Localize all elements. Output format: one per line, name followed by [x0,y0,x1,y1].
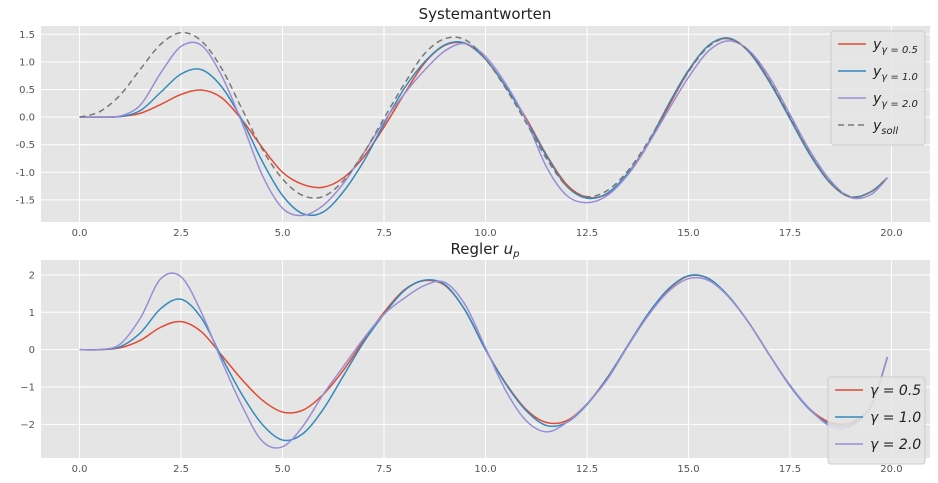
bottom-chart-series [79,272,889,449]
x-tick-label: 20.0 [880,228,902,239]
y-tick-label: 1.5 [19,30,35,41]
top-chart: Systemantworten 0.0 2.5 5.0 7.5 10.0 12.5 15.0… [15,5,930,239]
bottom-chart-title-var: u [504,240,514,258]
bottom-chart-title-sub: p [512,249,519,260]
x-tick-label: 2.5 [173,228,189,239]
y-tick-label: -0.5 [15,140,35,151]
y-tick-label: 0.0 [19,113,35,124]
y-tick-label: −1 [20,383,35,394]
y-tick-label: -1.0 [15,168,35,179]
x-tick-label: 12.5 [576,464,598,475]
y-tick-label: -1.5 [15,195,35,206]
x-tick-label: 5.0 [275,228,291,239]
x-tick-label: 7.5 [376,228,392,239]
y-tick-label: 0.5 [19,85,35,96]
x-tick-label: 0.0 [72,228,88,239]
bottom-chart-legend: γ = 0.5 γ = 1.0 γ = 2.0 [827,376,926,465]
x-tick-label: 20.0 [880,464,902,475]
legend-frame [827,376,926,465]
x-tick-label: 17.5 [779,464,801,475]
x-tick-label: 2.5 [173,464,189,475]
top-chart-x-ticks: 0.0 2.5 5.0 7.5 10.0 12.5 15.0 17.5 20.0 [72,228,903,239]
bottom-chart-x-ticks: 0.0 2.5 5.0 7.5 10.0 12.5 15.0 17.5 20.0 [72,464,903,475]
x-tick-label: 15.0 [677,464,699,475]
series-line-2 [79,40,888,217]
bottom-chart: Regler up 0.0 2.5 5.0 7.5 10.0 12.5 15.0 17.5 20.… [20,240,930,475]
legend-label: ysoll [872,118,898,137]
series-line-2 [79,272,889,449]
bottom-chart-title-main: Regler [451,240,500,258]
y-tick-label: −2 [20,420,35,431]
y-tick-label: 1 [29,308,35,319]
x-tick-label: 10.0 [474,464,496,475]
legend-label: yγ = 0.5 [872,37,918,56]
x-tick-label: 7.5 [376,464,392,475]
x-tick-label: 5.0 [275,464,291,475]
top-chart-grid [41,26,930,222]
top-chart-title: Systemantworten [419,5,552,23]
legend-label: yγ = 2.0 [872,91,918,110]
legend-label: γ = 0.5 [870,383,921,399]
top-chart-y-ticks: 1.5 1.0 0.5 0.0 -0.5 -1.0 -1.5 [15,30,35,207]
series-line-3 [79,31,888,199]
y-tick-label: 1.0 [19,57,35,68]
x-tick-label: 17.5 [779,228,801,239]
legend-label: yγ = 1.0 [872,64,918,83]
y-tick-label: 0 [29,345,35,356]
y-tick-label: 2 [29,270,35,281]
x-tick-label: 15.0 [677,228,699,239]
legend-frame [830,30,926,146]
bottom-chart-y-ticks: 2 1 0 −1 −2 [20,270,35,430]
legend-label: γ = 2.0 [870,437,921,453]
top-chart-series [79,31,888,217]
series-line-1 [79,37,888,217]
x-tick-label: 0.0 [72,464,88,475]
top-chart-legend: yγ = 0.5 yγ = 1.0 yγ = 2.0 ysoll [830,30,926,146]
legend-label: γ = 1.0 [870,410,921,426]
bottom-chart-title: Regler up [451,240,520,260]
x-tick-label: 12.5 [576,228,598,239]
x-tick-label: 10.0 [474,228,496,239]
bottom-chart-grid [41,260,930,458]
